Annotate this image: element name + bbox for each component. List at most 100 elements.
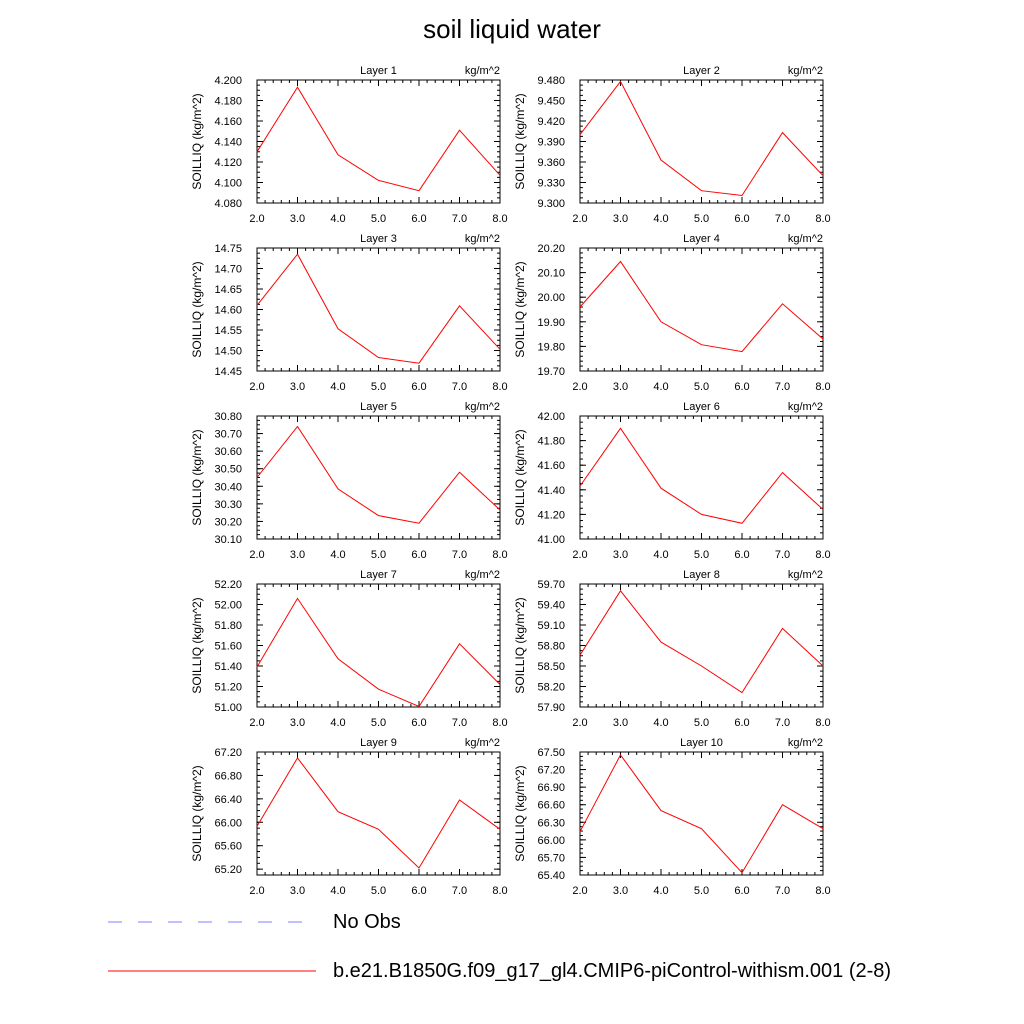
series-line — [579, 427, 824, 524]
y-tick-label: 4.160 — [214, 116, 242, 128]
x-tick-label: 2.0 — [572, 885, 587, 897]
y-tick-label: 4.080 — [214, 198, 242, 210]
y-tick-label: 4.140 — [214, 137, 242, 149]
panel-title: Layer 6 — [683, 401, 720, 413]
x-tick-label: 7.0 — [775, 549, 790, 561]
series-line — [256, 757, 501, 869]
x-tick-label: 2.0 — [249, 549, 264, 561]
x-tick-label: 4.0 — [653, 213, 668, 225]
x-tick-label: 5.0 — [694, 381, 709, 393]
y-axis-label: SOILLIQ (kg/m^2) — [513, 765, 527, 861]
x-tick-label: 8.0 — [815, 717, 830, 729]
x-tick-label: 8.0 — [815, 381, 830, 393]
y-tick-label: 65.70 — [537, 852, 565, 864]
x-tick-label: 2.0 — [249, 885, 264, 897]
x-tick-label: 7.0 — [452, 885, 467, 897]
panel-units: kg/m^2 — [465, 737, 500, 749]
x-tick-label: 8.0 — [492, 885, 507, 897]
plot-frame — [256, 79, 501, 204]
y-tick-label: 4.180 — [214, 96, 242, 108]
y-tick-label: 41.60 — [537, 460, 565, 472]
y-tick-label: 20.10 — [537, 268, 565, 280]
y-tick-label: 59.40 — [537, 600, 565, 612]
x-tick-label: 7.0 — [452, 549, 467, 561]
x-tick-label: 6.0 — [734, 885, 749, 897]
x-tick-label: 2.0 — [572, 381, 587, 393]
series-line — [579, 80, 824, 197]
y-axis-label: SOILLIQ (kg/m^2) — [190, 765, 204, 861]
x-tick-label: 4.0 — [653, 717, 668, 729]
y-tick-label: 4.120 — [214, 157, 242, 169]
panel-title: Layer 7 — [360, 569, 397, 581]
y-axis-label: SOILLIQ (kg/m^2) — [513, 429, 527, 525]
x-tick-label: 2.0 — [572, 549, 587, 561]
y-tick-label: 14.50 — [214, 346, 242, 358]
x-tick-label: 5.0 — [371, 381, 386, 393]
series-line — [256, 597, 501, 708]
y-tick-label: 67.20 — [214, 747, 242, 759]
panel-title: Layer 3 — [360, 233, 397, 245]
x-tick-label: 6.0 — [411, 885, 426, 897]
x-tick-label: 6.0 — [411, 381, 426, 393]
y-tick-label: 51.20 — [214, 682, 242, 694]
x-tick-label: 8.0 — [815, 885, 830, 897]
y-axis-label: SOILLIQ (kg/m^2) — [513, 261, 527, 357]
x-tick-label: 7.0 — [775, 213, 790, 225]
panel-title: Layer 5 — [360, 401, 397, 413]
panel-units: kg/m^2 — [788, 65, 823, 77]
y-tick-label: 30.30 — [214, 499, 242, 511]
x-tick-label: 5.0 — [694, 885, 709, 897]
panel-units: kg/m^2 — [788, 233, 823, 245]
chart-panel-layer-2: 2.0 3.0 4.0 5.0 6.0 7.0 8.0 9.300 9.330 9.360 9.39… — [513, 65, 831, 225]
x-tick-label: 6.0 — [411, 717, 426, 729]
plot-frame — [256, 583, 501, 708]
y-tick-label: 9.300 — [537, 198, 565, 210]
y-tick-label: 30.70 — [214, 429, 242, 441]
y-tick-label: 19.80 — [537, 341, 565, 353]
y-tick-label: 66.00 — [214, 817, 242, 829]
x-tick-label: 8.0 — [492, 717, 507, 729]
chart-panel-layer-4: 2.0 3.0 4.0 5.0 6.0 7.0 8.0 19.70 19.80 19.90 20.0… — [513, 233, 831, 393]
y-tick-label: 9.480 — [537, 75, 565, 87]
x-tick-label: 4.0 — [653, 381, 668, 393]
x-tick-label: 2.0 — [249, 213, 264, 225]
panel-title: Layer 2 — [683, 65, 720, 77]
y-tick-label: 30.50 — [214, 464, 242, 476]
series-line — [256, 86, 501, 192]
chart-panel-layer-8: 2.0 3.0 4.0 5.0 6.0 7.0 8.0 57.90 58.20 58.50 58.8… — [513, 569, 831, 729]
y-axis-label: SOILLIQ (kg/m^2) — [190, 261, 204, 357]
y-axis-label: SOILLIQ (kg/m^2) — [190, 93, 204, 189]
page-title: soil liquid water — [423, 14, 601, 44]
y-tick-label: 9.330 — [537, 178, 565, 190]
panel-units: kg/m^2 — [465, 401, 500, 413]
x-tick-label: 8.0 — [815, 213, 830, 225]
x-tick-label: 2.0 — [572, 717, 587, 729]
y-tick-label: 30.20 — [214, 516, 242, 528]
x-tick-label: 7.0 — [452, 381, 467, 393]
x-tick-label: 5.0 — [694, 213, 709, 225]
x-tick-label: 7.0 — [775, 381, 790, 393]
series-line — [579, 753, 824, 874]
panel-title: Layer 1 — [360, 65, 397, 77]
y-tick-label: 66.80 — [214, 770, 242, 782]
y-tick-label: 14.70 — [214, 264, 242, 276]
y-tick-label: 65.60 — [214, 841, 242, 853]
panel-units: kg/m^2 — [465, 233, 500, 245]
panel-units: kg/m^2 — [788, 737, 823, 749]
y-tick-label: 41.20 — [537, 509, 565, 521]
x-tick-label: 8.0 — [492, 549, 507, 561]
y-tick-label: 51.00 — [214, 702, 242, 714]
y-tick-label: 30.10 — [214, 534, 242, 546]
x-tick-label: 2.0 — [249, 717, 264, 729]
y-tick-label: 51.80 — [214, 620, 242, 632]
y-tick-label: 66.90 — [537, 782, 565, 794]
x-tick-label: 5.0 — [371, 549, 386, 561]
x-tick-label: 6.0 — [734, 549, 749, 561]
series-line — [579, 589, 824, 694]
x-tick-label: 3.0 — [290, 213, 305, 225]
x-tick-label: 2.0 — [249, 381, 264, 393]
panel-title: Layer 8 — [683, 569, 720, 581]
x-tick-label: 6.0 — [411, 213, 426, 225]
chart-panel-layer-9: 2.0 3.0 4.0 5.0 6.0 7.0 8.0 65.20 65.60 66.00 66.4… — [190, 737, 508, 897]
